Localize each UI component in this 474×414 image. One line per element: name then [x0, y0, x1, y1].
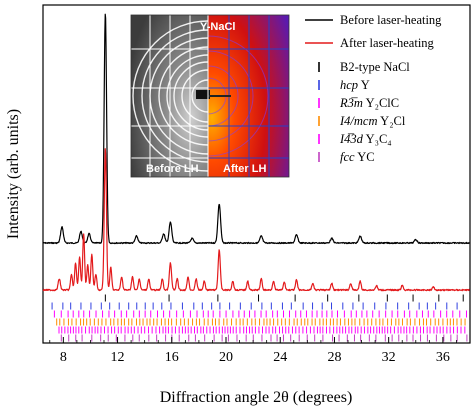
x-tick-label: 36 [436, 350, 450, 365]
legend-label: fcc YC [340, 150, 375, 164]
x-tick-label: 12 [111, 350, 125, 365]
legend-label: I4̅3d Y₃C₄ [339, 132, 392, 146]
inset-right-label: After LH [223, 163, 266, 175]
x-tick-label: 16 [165, 350, 179, 365]
legend-label: I4/mcm Y₂Cl [339, 114, 406, 128]
inset-grid-before [131, 15, 208, 177]
series-line-before [42, 13, 470, 245]
inset-title: Y-NaCl [200, 21, 235, 33]
legend-label: Before laser-heating [340, 13, 442, 27]
x-tick-label: 28 [327, 350, 341, 365]
legend-label: B2-type NaCl [340, 60, 410, 74]
inset-diffraction-image: Y-NaCl Before LH After LH [130, 14, 290, 178]
x-tick-label: 20 [219, 350, 233, 365]
y-axis-title: Intensity (arb. units) [5, 109, 22, 239]
x-axis: 8 12 16 20 24 28 32 36 [49, 337, 457, 365]
series-line-after [42, 148, 470, 292]
inset-beamstop [196, 90, 210, 99]
x-tick-label: 24 [273, 350, 287, 365]
legend: Before laser-heating After laser-heating B… [305, 13, 442, 164]
plot-frame [42, 4, 471, 344]
legend-label: R3̅m Y₂ClC [339, 96, 399, 110]
reference-tick-rows [51, 294, 468, 342]
x-tick-label: 32 [382, 350, 396, 365]
diffraction-patterns [42, 13, 470, 292]
inset-grid-after [208, 15, 289, 177]
inset-left-label: Before LH [146, 163, 199, 175]
x-tick-label: 8 [60, 350, 67, 365]
legend-label: After laser-heating [340, 36, 435, 50]
x-axis-title: Diffraction angle 2θ (degrees) [160, 389, 353, 406]
legend-label: hcp Y [340, 78, 370, 92]
